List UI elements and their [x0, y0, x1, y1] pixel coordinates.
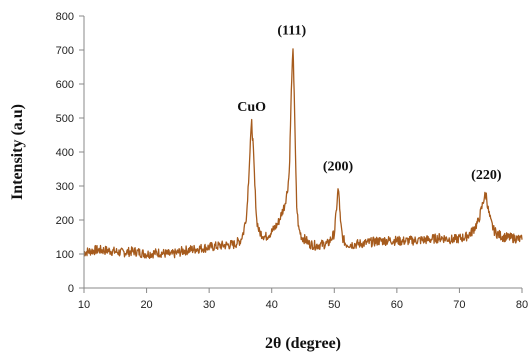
y-axis-title: Intensity (a.u) [9, 104, 26, 200]
y-tick-label: 100 [56, 249, 74, 261]
y-tick-label: 600 [56, 79, 74, 91]
y-tick-label: 800 [56, 11, 74, 23]
x-tick-label: 30 [203, 299, 215, 311]
y-tick-label: 300 [56, 181, 74, 193]
x-tick-label: 40 [266, 299, 278, 311]
x-tick-label: 50 [328, 299, 340, 311]
y-tick-label: 500 [56, 113, 74, 125]
peak-label: (220) [471, 168, 502, 183]
x-axis-ticks: 10 20 30 40 50 60 70 80 [78, 288, 528, 311]
peak-label: CuO [237, 100, 266, 115]
x-tick-label: 20 [140, 299, 152, 311]
peak-annotations: CuO (111) (200) (220) [237, 24, 502, 183]
intensity-series-line [83, 48, 523, 260]
y-axis-ticks: 0 100 200 300 400 500 600 700 800 [56, 11, 84, 295]
y-tick-label: 400 [56, 147, 74, 159]
peak-label: (200) [323, 160, 354, 175]
x-tick-label: 10 [78, 299, 90, 311]
x-tick-label: 60 [391, 299, 403, 311]
y-tick-label: 700 [56, 45, 74, 57]
y-tick-label: 200 [56, 215, 74, 227]
x-axis-title: 2θ (degree) [265, 335, 341, 352]
x-tick-label: 80 [516, 299, 528, 311]
x-tick-label: 70 [453, 299, 465, 311]
peak-label: (111) [277, 24, 306, 39]
y-tick-label: 0 [68, 283, 74, 295]
